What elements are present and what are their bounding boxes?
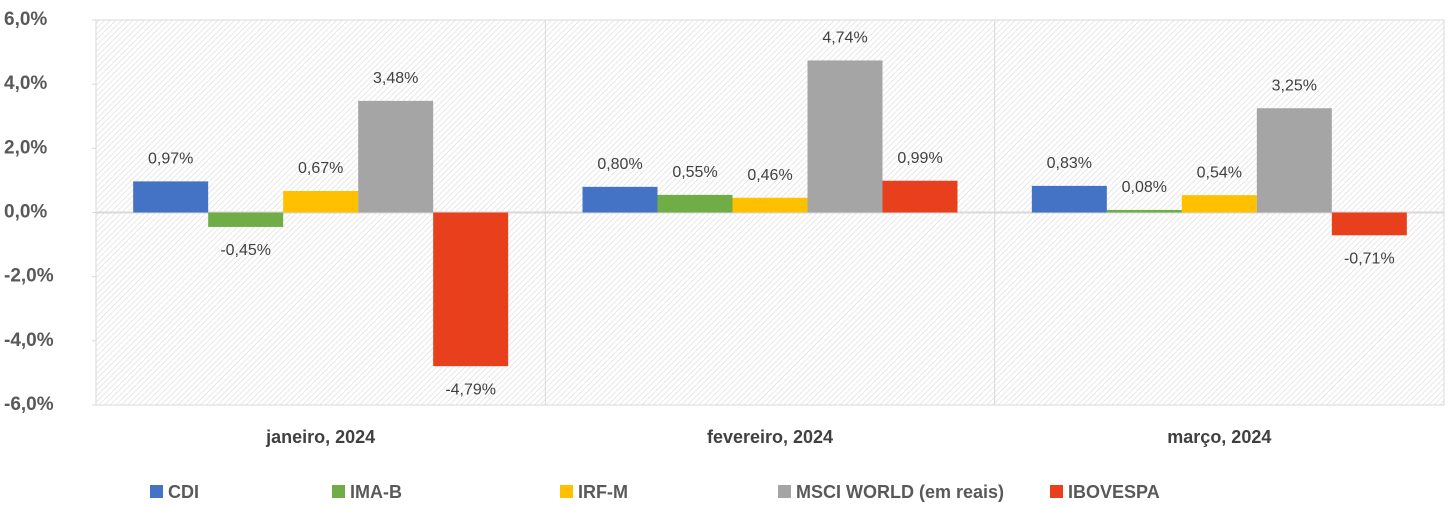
bar: [657, 194, 733, 213]
legend-swatch: [778, 485, 791, 498]
x-tick-label: março, 2024: [1167, 427, 1271, 447]
value-label: -0,45%: [220, 242, 271, 259]
value-label: 3,48%: [373, 70, 418, 87]
value-label: 0,46%: [747, 167, 792, 184]
bar: [208, 212, 284, 227]
x-tick-label: janeiro, 2024: [265, 427, 375, 447]
legend-swatch: [332, 485, 345, 498]
bar: [1331, 212, 1407, 236]
bar: [1106, 209, 1182, 213]
value-label: 0,54%: [1197, 164, 1242, 181]
value-label: 0,67%: [298, 160, 343, 177]
bar: [807, 60, 883, 213]
y-tick-label: -6,0%: [4, 394, 54, 415]
value-label: 0,99%: [897, 150, 942, 167]
legend-label: IMA-B: [350, 482, 402, 502]
bar: [732, 197, 808, 213]
value-label: 0,83%: [1047, 155, 1092, 172]
value-label: -0,71%: [1344, 250, 1395, 267]
legend-swatch: [1050, 485, 1063, 498]
legend-swatch: [560, 485, 573, 498]
y-tick-label: -2,0%: [4, 266, 54, 287]
value-label: 0,80%: [597, 156, 642, 173]
value-label: 0,97%: [148, 151, 193, 168]
y-tick-label: -4,0%: [4, 330, 54, 351]
bar: [133, 181, 209, 213]
legend-label: IBOVESPA: [1068, 482, 1160, 502]
y-tick-label: 4,0%: [4, 73, 47, 94]
bar: [283, 191, 359, 213]
value-label: 3,25%: [1272, 77, 1317, 94]
value-label: 0,08%: [1122, 179, 1167, 196]
bar: [582, 186, 658, 213]
bar: [1256, 108, 1332, 213]
bar: [882, 180, 958, 213]
x-tick-label: fevereiro, 2024: [707, 427, 833, 447]
legend-swatch: [150, 485, 163, 498]
y-tick-label: 6,0%: [4, 9, 47, 30]
bar: [358, 100, 434, 213]
bar: [1181, 195, 1257, 213]
bar: [1031, 185, 1107, 213]
value-label: -4,79%: [445, 381, 496, 398]
legend-label: IRF-M: [578, 482, 628, 502]
bar: [433, 212, 509, 367]
value-label: 0,55%: [672, 164, 717, 181]
value-label: 4,74%: [822, 30, 867, 47]
legend-label: MSCI WORLD (em reais): [796, 482, 1004, 502]
y-tick-label: 0,0%: [4, 202, 47, 223]
y-tick-label: 2,0%: [4, 137, 47, 158]
legend-label: CDI: [168, 482, 199, 502]
